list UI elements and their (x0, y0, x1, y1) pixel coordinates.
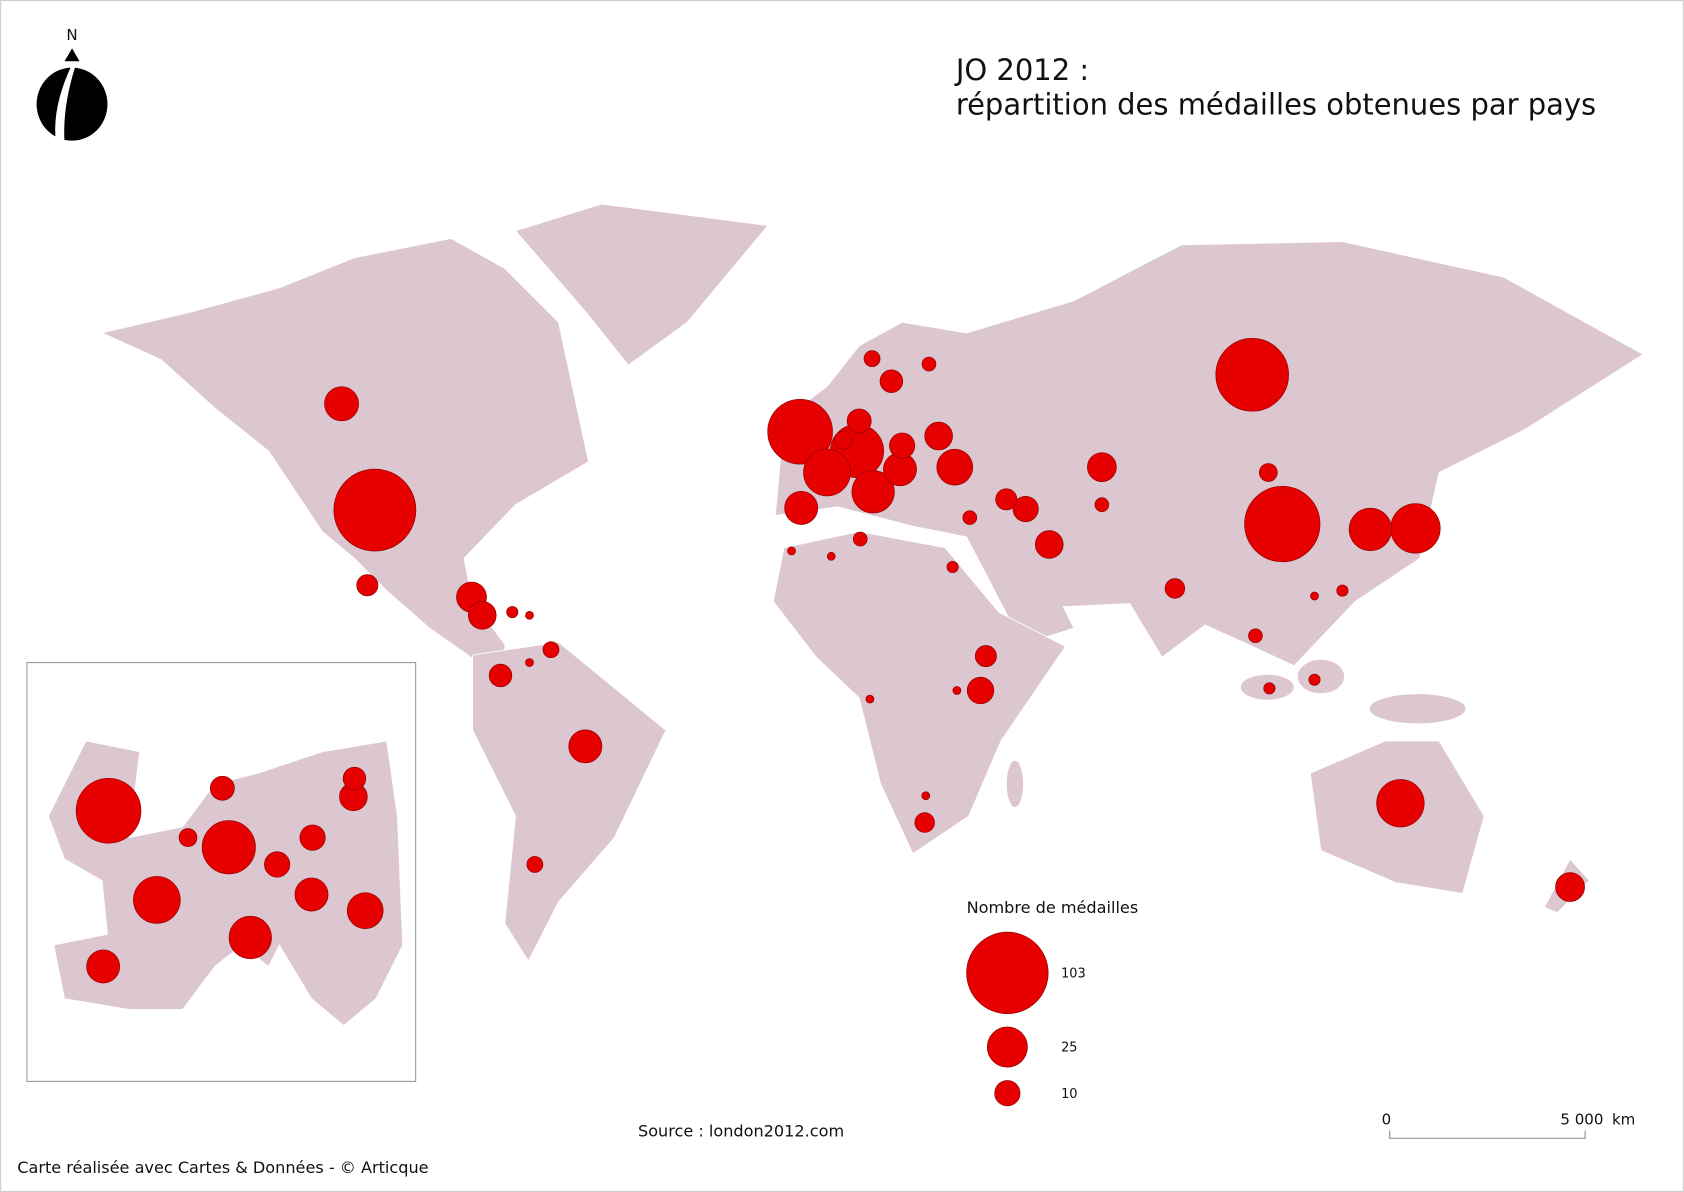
land (100, 203, 1644, 962)
medal-circle (1259, 463, 1278, 482)
north-arrow (64, 48, 80, 62)
legend-label: 25 (1061, 1041, 1077, 1056)
medal-circle (1094, 497, 1110, 513)
medal-circle (863, 350, 881, 368)
medal-circle (1555, 872, 1585, 902)
legend-title: Nombre de médailles (967, 898, 1139, 917)
inset-circle (264, 851, 291, 878)
medal-circle (924, 421, 953, 451)
medal-circle (787, 546, 796, 556)
medal-circle (1390, 503, 1441, 554)
medal-circle (889, 432, 916, 459)
inset-circle (201, 820, 256, 875)
inset-circle (299, 824, 326, 851)
medal-circle (1336, 584, 1349, 597)
medal-circle (526, 856, 544, 873)
scale-unit: km (1612, 1111, 1635, 1129)
south-america (472, 641, 667, 962)
medal-circle (506, 606, 519, 619)
medal-circle (1348, 507, 1392, 552)
scale-label: 0 (1382, 1111, 1392, 1129)
medal-circle (1376, 779, 1425, 828)
medal-circle (946, 560, 959, 574)
island (1005, 759, 1024, 808)
medal-circle (324, 386, 359, 422)
medal-circle (851, 470, 895, 514)
africa (772, 531, 1066, 855)
scale-label: 5 000 (1560, 1111, 1603, 1129)
medal-circle (833, 430, 853, 450)
credit: Carte réalisée avec Cartes & Données - ©… (17, 1158, 428, 1177)
inset-circle (209, 775, 235, 801)
medal-circle (1248, 628, 1263, 644)
medal-circle (1244, 486, 1321, 563)
inset-circle (228, 915, 272, 960)
medal-circle (952, 686, 962, 695)
medal-circle (568, 729, 603, 764)
inset-circle (75, 778, 142, 844)
legend-circle (986, 1026, 1028, 1068)
greenland (514, 203, 769, 366)
compass-stroke (55, 64, 76, 142)
medal-circle (1310, 591, 1319, 601)
medal-circle (803, 448, 851, 497)
medal-circle (488, 663, 513, 688)
inset-circle (342, 766, 367, 791)
inset-circle (178, 828, 198, 847)
medal-circle (356, 574, 379, 597)
medal-circle (962, 510, 978, 525)
inset-circle (294, 877, 329, 912)
legend-circle (994, 1080, 1021, 1107)
legend-label: 10 (1061, 1087, 1077, 1102)
medal-circle (1012, 495, 1039, 523)
legend-label: 103 (1061, 967, 1086, 982)
scale-bar: 0 5 000 km (1382, 1111, 1635, 1139)
medal-circle (921, 356, 937, 372)
medal-circle (1164, 578, 1186, 599)
island (1368, 693, 1467, 725)
legend-circle (966, 931, 1049, 1015)
medal-circle (468, 601, 497, 630)
medal-circle (974, 645, 997, 668)
medal-circle (966, 676, 995, 705)
medal-circle (525, 658, 534, 667)
circles (75, 338, 1585, 984)
compass: N (36, 26, 108, 142)
compass-body (36, 67, 108, 141)
island (1296, 658, 1346, 695)
source: Source : london2012.com (638, 1121, 844, 1140)
legend: 103 25 10 (966, 931, 1086, 1107)
medal-circle (1035, 530, 1064, 559)
medal-circle (1087, 452, 1117, 482)
north-label: N (66, 26, 77, 44)
medal-circle (852, 531, 868, 547)
medal-circle (333, 468, 417, 552)
medal-circle (784, 491, 819, 525)
inset-europe (47, 740, 404, 1027)
inset-circle (133, 876, 181, 924)
medal-circle (995, 488, 1018, 511)
title: répartition des médailles obtenues par p… (956, 87, 1596, 121)
medal-circle (914, 812, 935, 833)
title: JO 2012 : (954, 53, 1089, 87)
medal-circle (525, 610, 534, 620)
medal-circle (767, 398, 833, 465)
medal-circle (1308, 673, 1321, 686)
medal-circle (936, 448, 974, 486)
medal-circle (1215, 338, 1289, 412)
medal-circle (921, 791, 931, 801)
inset-circle (346, 892, 384, 929)
medal-circle (826, 551, 836, 561)
medal-circle (865, 694, 875, 704)
medal-circle (542, 641, 560, 659)
inset-circle (86, 949, 121, 984)
medal-circle (879, 369, 904, 393)
medal-circle (1263, 682, 1276, 695)
medal-circle (846, 408, 872, 434)
